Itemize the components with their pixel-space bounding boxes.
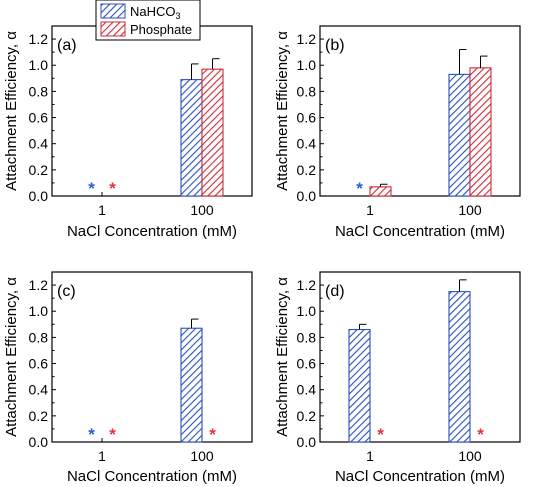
no-attachment-star: * (88, 179, 95, 198)
x-tick-label: 1 (366, 202, 374, 218)
x-tick-label: 1 (366, 448, 374, 464)
y-tick-label: 1.0 (29, 303, 49, 319)
panel-label: (c) (57, 283, 76, 300)
y-axis-label: Attachment Efficiency, α (274, 277, 291, 437)
y-tick-label: 0.6 (297, 110, 317, 126)
plot-frame (319, 25, 521, 197)
y-tick-label: 0.4 (29, 136, 49, 152)
bar (201, 68, 224, 197)
no-attachment-star: * (209, 425, 216, 444)
y-tick-label: 0.6 (29, 356, 49, 372)
x-axis-label: NaCl Concentration (mM) (335, 223, 505, 240)
bar (180, 79, 203, 197)
x-tick-label: 1 (98, 202, 106, 218)
x-tick-label: 100 (458, 202, 482, 218)
y-tick-label: 1.2 (29, 277, 49, 293)
legend-label-phosphate: Phosphate (130, 22, 192, 37)
x-tick-label: 1 (98, 448, 106, 464)
y-tick-label: 0.2 (297, 408, 317, 424)
plot-frame (51, 271, 253, 443)
legend: NaHCO3 Phosphate (95, 0, 201, 41)
y-tick-label: 0.4 (297, 382, 317, 398)
no-attachment-star: * (356, 179, 363, 198)
y-axis-label: Attachment Efficiency, α (3, 277, 20, 437)
y-tick-label: 0.6 (29, 110, 49, 126)
panel-label: (a) (57, 37, 77, 54)
bar (448, 73, 471, 197)
y-tick-label: 0.8 (29, 329, 49, 345)
y-tick-label: 1.2 (297, 31, 317, 47)
y-tick-label: 1.0 (297, 303, 317, 319)
legend-swatch-phosphate (100, 21, 126, 37)
y-tick-label: 0.0 (29, 434, 49, 450)
panel-a: 0.0 0.2 0.4 0.6 0.8 1.0 1.2 1 100 * * (a) NaCl Conce… (3, 25, 253, 240)
bar (469, 67, 492, 197)
y-tick-label: 0.0 (297, 434, 317, 450)
legend-swatch-nahco3 (100, 3, 126, 19)
no-attachment-star: * (477, 425, 484, 444)
bar (369, 186, 392, 197)
x-axis-label: NaCl Concentration (mM) (67, 468, 237, 485)
no-attachment-star: * (88, 425, 95, 444)
panel-b: 0.0 0.2 0.4 0.6 0.8 1.0 1.2 1 100 * (b) NaCl Concen… (274, 25, 521, 240)
x-tick-label: 100 (190, 448, 214, 464)
x-axis-label: NaCl Concentration (mM) (67, 223, 237, 240)
y-tick-label: 1.0 (29, 57, 49, 73)
x-tick-label: 100 (190, 202, 214, 218)
y-tick-label: 0.2 (29, 162, 49, 178)
bar (180, 327, 203, 443)
y-tick-label: 0.8 (297, 83, 317, 99)
legend-label-nahco3: NaHCO3 (130, 4, 181, 21)
no-attachment-star: * (109, 425, 116, 444)
panel-d: 0.0 0.2 0.4 0.6 0.8 1.0 1.2 1 100 * * (d) NaCl Conce… (274, 271, 521, 485)
panel-c: 0.0 0.2 0.4 0.6 0.8 1.0 1.2 1 100 * * * (c) NaCl Conc… (3, 271, 253, 485)
y-tick-label: 0.4 (297, 136, 317, 152)
y-tick-label: 0.8 (297, 329, 317, 345)
bar (348, 328, 371, 443)
y-tick-label: 0.8 (29, 83, 49, 99)
plot-frame (319, 271, 521, 443)
y-tick-label: 0.0 (29, 188, 49, 204)
x-axis-label: NaCl Concentration (mM) (335, 468, 505, 485)
y-tick-label: 1.2 (297, 277, 317, 293)
no-attachment-star: * (109, 179, 116, 198)
y-axis-label: Attachment Efficiency, α (3, 31, 20, 191)
y-tick-label: 1.2 (29, 31, 49, 47)
y-tick-label: 0.0 (297, 188, 317, 204)
panel-label: (d) (325, 283, 345, 300)
y-tick-label: 0.2 (297, 162, 317, 178)
y-tick-label: 1.0 (297, 57, 317, 73)
no-attachment-star: * (377, 425, 384, 444)
bar (448, 291, 471, 443)
y-axis-label: Attachment Efficiency, α (274, 31, 291, 191)
y-tick-label: 0.2 (29, 408, 49, 424)
x-tick-label: 100 (458, 448, 482, 464)
panel-label: (b) (325, 37, 345, 54)
y-tick-label: 0.4 (29, 382, 49, 398)
y-tick-label: 0.6 (297, 356, 317, 372)
